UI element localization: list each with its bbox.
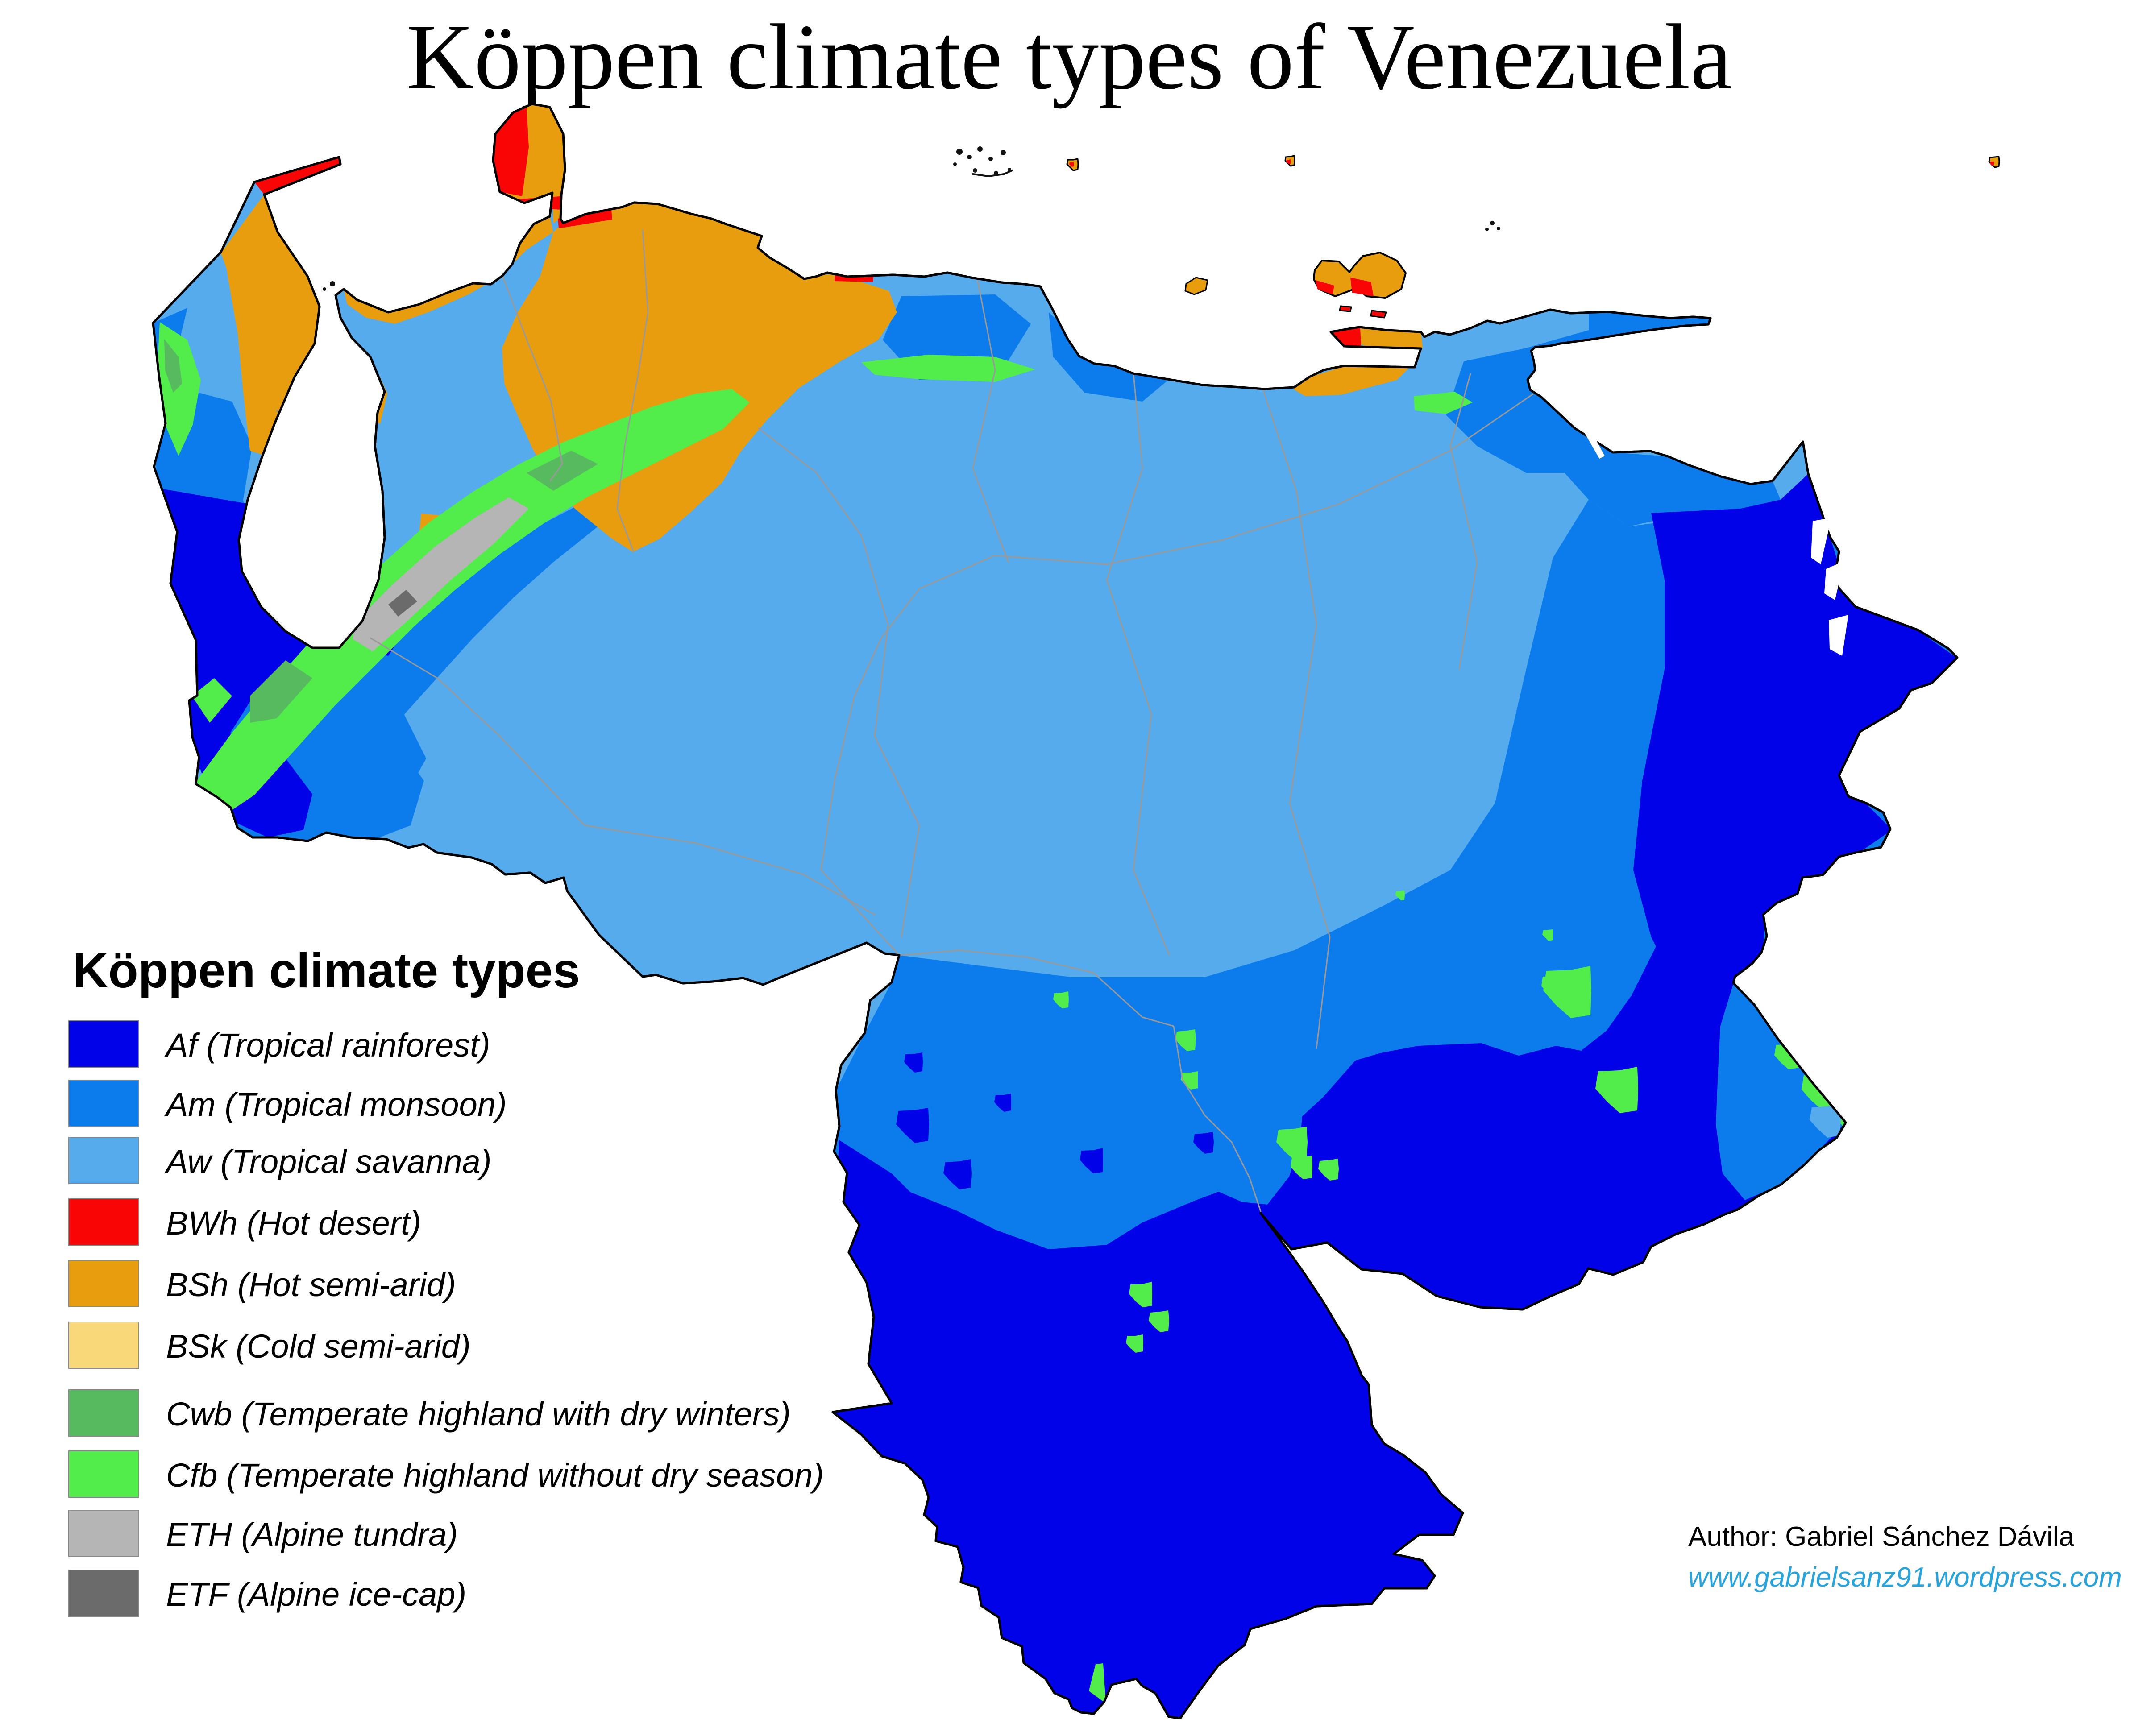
- svg-text:BSh (Hot semi-arid): BSh (Hot semi-arid): [166, 1266, 456, 1303]
- svg-text:ETH (Alpine tundra): ETH (Alpine tundra): [166, 1516, 458, 1553]
- svg-text:BSk (Cold semi-arid): BSk (Cold semi-arid): [166, 1328, 471, 1365]
- svg-text:Köppen climate types of Vene: Köppen climate types of Venezuela: [407, 5, 1732, 109]
- svg-text:Af (Tropical rainforest): Af (Tropical rainforest): [164, 1027, 490, 1064]
- svg-text:Cfb (Temperate highland withou: Cfb (Temperate highland without dry seas…: [166, 1457, 824, 1494]
- svg-text:BWh (Hot desert): BWh (Hot desert): [166, 1205, 421, 1242]
- svg-text:www.gabrielsanz91.wordpress.co: www.gabrielsanz91.wordpress.com: [1688, 1562, 2122, 1593]
- svg-text:Köppen climate types: Köppen climate types: [73, 943, 580, 998]
- svg-text:ETF (Alpine ice-cap): ETF (Alpine ice-cap): [166, 1576, 466, 1613]
- svg-text:Aw (Tropical savanna): Aw (Tropical savanna): [164, 1143, 491, 1180]
- svg-text:Cwb (Temperate highland with d: Cwb (Temperate highland with dry winters…: [166, 1396, 791, 1433]
- svg-text:Author: Gabriel Sánchez Dávila: Author: Gabriel Sánchez Dávila: [1688, 1521, 2075, 1552]
- svg-text:Am (Tropical monsoon): Am (Tropical monsoon): [164, 1086, 507, 1123]
